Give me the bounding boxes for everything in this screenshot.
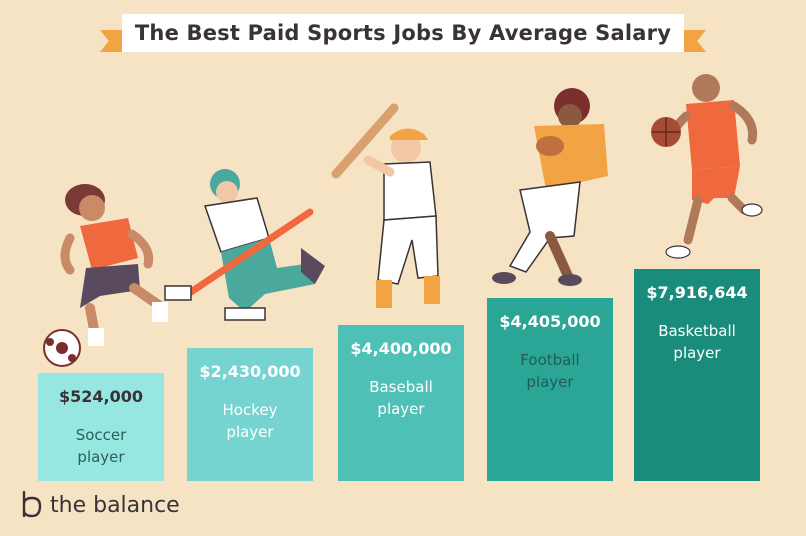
category-line: player (377, 400, 425, 418)
category-line: Soccer (75, 426, 127, 444)
category-line: player (226, 423, 274, 441)
soccer-player-illustration (43, 184, 168, 367)
bar-category-label: Baseball player (346, 376, 456, 420)
bar-value-label: $7,916,644 (646, 283, 748, 302)
basketball-player-illustration (651, 74, 763, 259)
category-line: Hockey (222, 401, 278, 419)
bar-value-label: $4,400,000 (350, 339, 452, 358)
bar-soccer: $524,000 Soccer player (38, 373, 164, 481)
bar-category-label: Basketball player (642, 320, 752, 364)
category-line: player (526, 373, 574, 391)
bar-baseball: $4,400,000 Baseball player (338, 325, 464, 481)
bar-value-label: $4,405,000 (499, 312, 601, 331)
bar-value-label: $2,430,000 (199, 362, 301, 381)
hockey-player-illustration (164, 169, 325, 321)
category-line: Basketball (658, 322, 736, 340)
bar-basketball: $7,916,644 Basketball player (634, 269, 760, 481)
chart-title: The Best Paid Sports Jobs By Average Sal… (134, 21, 672, 45)
balance-logo-icon (22, 490, 42, 518)
football-player-illustration (492, 88, 608, 286)
bar-hockey: $2,430,000 Hockey player (187, 348, 313, 481)
bar-value-label: $524,000 (58, 387, 143, 406)
banner-panel: The Best Paid Sports Jobs By Average Sal… (122, 14, 684, 52)
bar-football: $4,405,000 Football player (487, 298, 613, 481)
bar-category-label: Football player (495, 349, 605, 393)
category-line: Football (520, 351, 580, 369)
bar-category-label: Soccer player (46, 424, 156, 468)
brand-logo: the balance (20, 490, 180, 520)
category-line: player (673, 344, 721, 362)
title-banner: The Best Paid Sports Jobs By Average Sal… (100, 14, 706, 60)
bar-category-label: Hockey player (195, 399, 305, 443)
brand-name: the balance (50, 492, 180, 518)
category-line: player (77, 448, 125, 466)
category-line: Baseball (369, 378, 433, 396)
baseball-player-illustration (331, 103, 440, 308)
